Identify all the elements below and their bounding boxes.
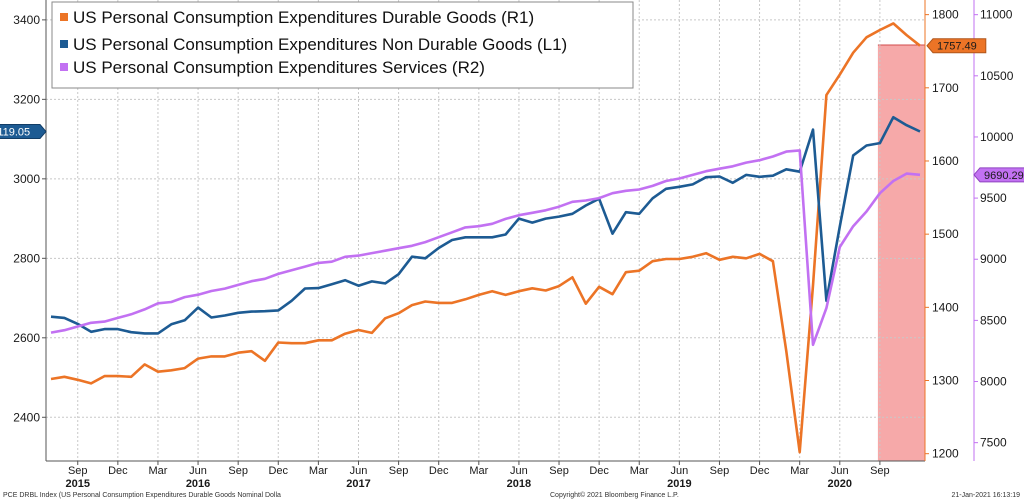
tag-durable-box [926, 38, 987, 54]
x-year-label: 2016 [186, 478, 210, 490]
x-tick-label: Mar [630, 465, 649, 477]
x-tick-label: Dec [268, 465, 288, 477]
x-tick-label: Sep [68, 465, 88, 477]
legend-label-durable: US Personal Consumption Expenditures Dur… [73, 8, 534, 27]
right2-tick-label: 8500 [980, 313, 1007, 327]
x-tick-label: Sep [549, 465, 569, 477]
x-tick-label: Jun [670, 465, 688, 477]
right1-tick-label: 1800 [932, 8, 959, 22]
x-tick-label: Jun [189, 465, 207, 477]
right1-tick-label: 1400 [932, 300, 959, 314]
x-tick-label: Jun [510, 465, 528, 477]
right2-tick-label: 7500 [980, 436, 1007, 450]
footer-copyright: Copyright© 2021 Bloomberg Finance L.P. [550, 491, 679, 499]
left-tick-label: 3200 [13, 92, 40, 106]
tag-services-text: 9690.29 [984, 170, 1024, 182]
series-line-services [50, 149, 921, 347]
left-tick-label: 2400 [13, 410, 40, 424]
x-tick-label: Sep [870, 465, 890, 477]
legend-swatch-services [60, 63, 68, 71]
x-year-label: 2019 [667, 478, 691, 490]
legend-swatch-durable [60, 13, 68, 21]
x-tick-label: Dec [750, 465, 770, 477]
series-line-non-durable [50, 115, 921, 335]
footer-timestamp: 21-Jan-2021 16:13:19 [952, 492, 1021, 499]
x-year-label: 2018 [507, 478, 531, 490]
x-tick-label: Jun [831, 465, 849, 477]
series-line-durable [50, 22, 921, 454]
right2-tick-label: 8000 [980, 375, 1007, 389]
left-tick-label: 2600 [13, 331, 40, 345]
left-tick-label: 2800 [13, 251, 40, 265]
right1-tick-label: 1700 [932, 81, 959, 95]
left-tick-label: 3000 [13, 172, 40, 186]
left-tick-label: 3400 [13, 13, 40, 27]
right2-tick-label: 9500 [980, 191, 1007, 205]
x-tick-label: Mar [309, 465, 328, 477]
x-year-label: 2017 [346, 478, 370, 490]
x-tick-label: Mar [790, 465, 809, 477]
right1-tick-label: 1600 [932, 154, 959, 168]
right1-tick-label: 1200 [932, 447, 959, 461]
legend-label-services: US Personal Consumption Expenditures Ser… [73, 58, 485, 77]
tag-non-durable: 3119.05 [0, 124, 47, 140]
shaded-region-layer [877, 44, 925, 461]
series-lines [50, 22, 921, 454]
shaded-region [877, 45, 925, 461]
x-tick-label: Jun [350, 465, 368, 477]
x-tick-label: Dec [108, 465, 128, 477]
right2-tick-label: 9000 [980, 252, 1007, 266]
axes: 2400 2600 2800 3000 3200 3400 1200 1300 1400 1500… [13, 0, 1014, 490]
footer-source: PCE DRBL Index (US Personal Consumption … [3, 492, 281, 499]
x-tick-label: Sep [710, 465, 730, 477]
right2-tick-label: 10000 [980, 130, 1014, 144]
x-tick-label: Dec [589, 465, 609, 477]
tag-non-durable-text: 3119.05 [0, 127, 30, 139]
last-value-tags: 1757.49 3119.05 9690.29 [0, 38, 1024, 183]
tag-durable: 1757.49 [926, 38, 987, 54]
right2-tick-label: 10500 [980, 69, 1014, 83]
legend-swatch-non-durable [60, 40, 68, 48]
x-tick-label: Sep [389, 465, 409, 477]
legend-box [51, 1, 634, 89]
x-tick-label: Mar [469, 465, 488, 477]
tag-services: 9690.29 [973, 167, 1024, 183]
tag-durable-text: 1757.49 [937, 41, 977, 53]
tag-non-durable-box [0, 124, 47, 140]
right1-tick-label: 1300 [932, 374, 959, 388]
x-tick-label: Mar [148, 465, 167, 477]
x-tick-label: Dec [429, 465, 449, 477]
x-year-label: 2015 [65, 478, 89, 490]
right1-tick-label: 1500 [932, 227, 959, 241]
x-year-label: 2020 [828, 478, 852, 490]
x-tick-label: Sep [228, 465, 248, 477]
tag-services-box [973, 167, 1024, 183]
legend: US Personal Consumption Expenditures Dur… [51, 1, 634, 89]
right2-tick-label: 11000 [980, 8, 1013, 22]
legend-label-non-durable: US Personal Consumption Expenditures Non… [73, 35, 567, 54]
